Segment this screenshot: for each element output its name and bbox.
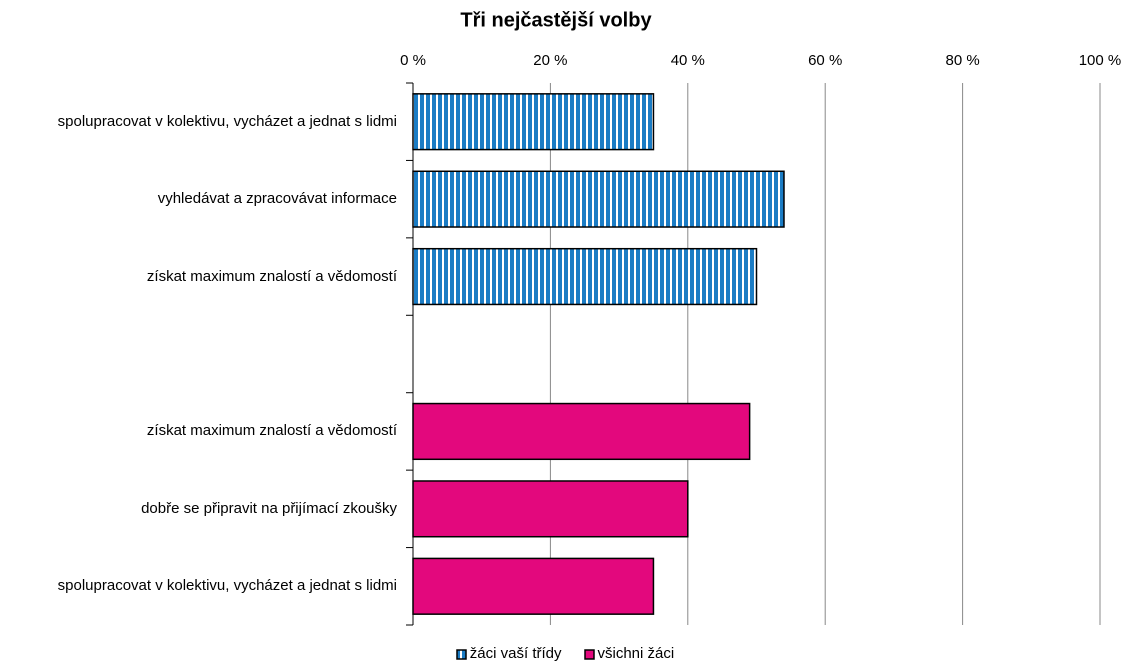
legend-swatch-fill [456,648,467,660]
category-label-box: spolupracovat v kolektivu, vycházet a je… [0,548,397,625]
category-label: získat maximum znalostí a vědomostí [146,422,397,440]
legend-label: žáci vaší třídy [469,645,562,662]
x-tick-label: 60 % [808,52,842,69]
category-label-box: získat maximum znalostí a vědomostí [0,238,397,315]
category-label-box: dobře se připravit na přijímací zkoušky [0,470,397,547]
x-tick-label: 80 % [945,52,979,69]
category-label-box: vyhledávat a zpracovávat informace [0,160,397,237]
category-label: spolupracovat v kolektivu, vycházet a je… [57,112,397,130]
category-label: spolupracovat v kolektivu, vycházet a je… [57,577,397,595]
chart-title: Tři nejčastější volby [460,9,652,31]
legend-swatch [583,648,595,660]
category-label: vyhledávat a zpracovávat informace [157,190,397,208]
x-tick-label: 0 % [400,52,426,69]
legend-item: všichni žáci [583,645,675,663]
bar [412,247,758,306]
legend-item: žáci vaší třídy [456,645,562,663]
bar [412,480,689,538]
bar [412,557,655,615]
legend-swatch-fill [583,648,595,660]
bar [412,402,751,461]
category-label-box: získat maximum znalostí a vědomostí [0,393,397,470]
legend-label: všichni žáci [597,645,675,662]
bar [412,170,785,228]
x-tick-label: 20 % [533,52,567,69]
category-label-box: spolupracovat v kolektivu, vycházet a je… [0,83,397,160]
x-tick-label: 100 % [1079,52,1122,69]
legend-swatch [456,648,467,660]
category-label: získat maximum znalostí a vědomostí [146,267,397,285]
legend: žáci vaší třídy všichni žáci [0,645,1130,663]
bar [412,93,655,151]
category-label: dobře se připravit na přijímací zkoušky [141,499,397,517]
x-tick-label: 40 % [671,52,705,69]
